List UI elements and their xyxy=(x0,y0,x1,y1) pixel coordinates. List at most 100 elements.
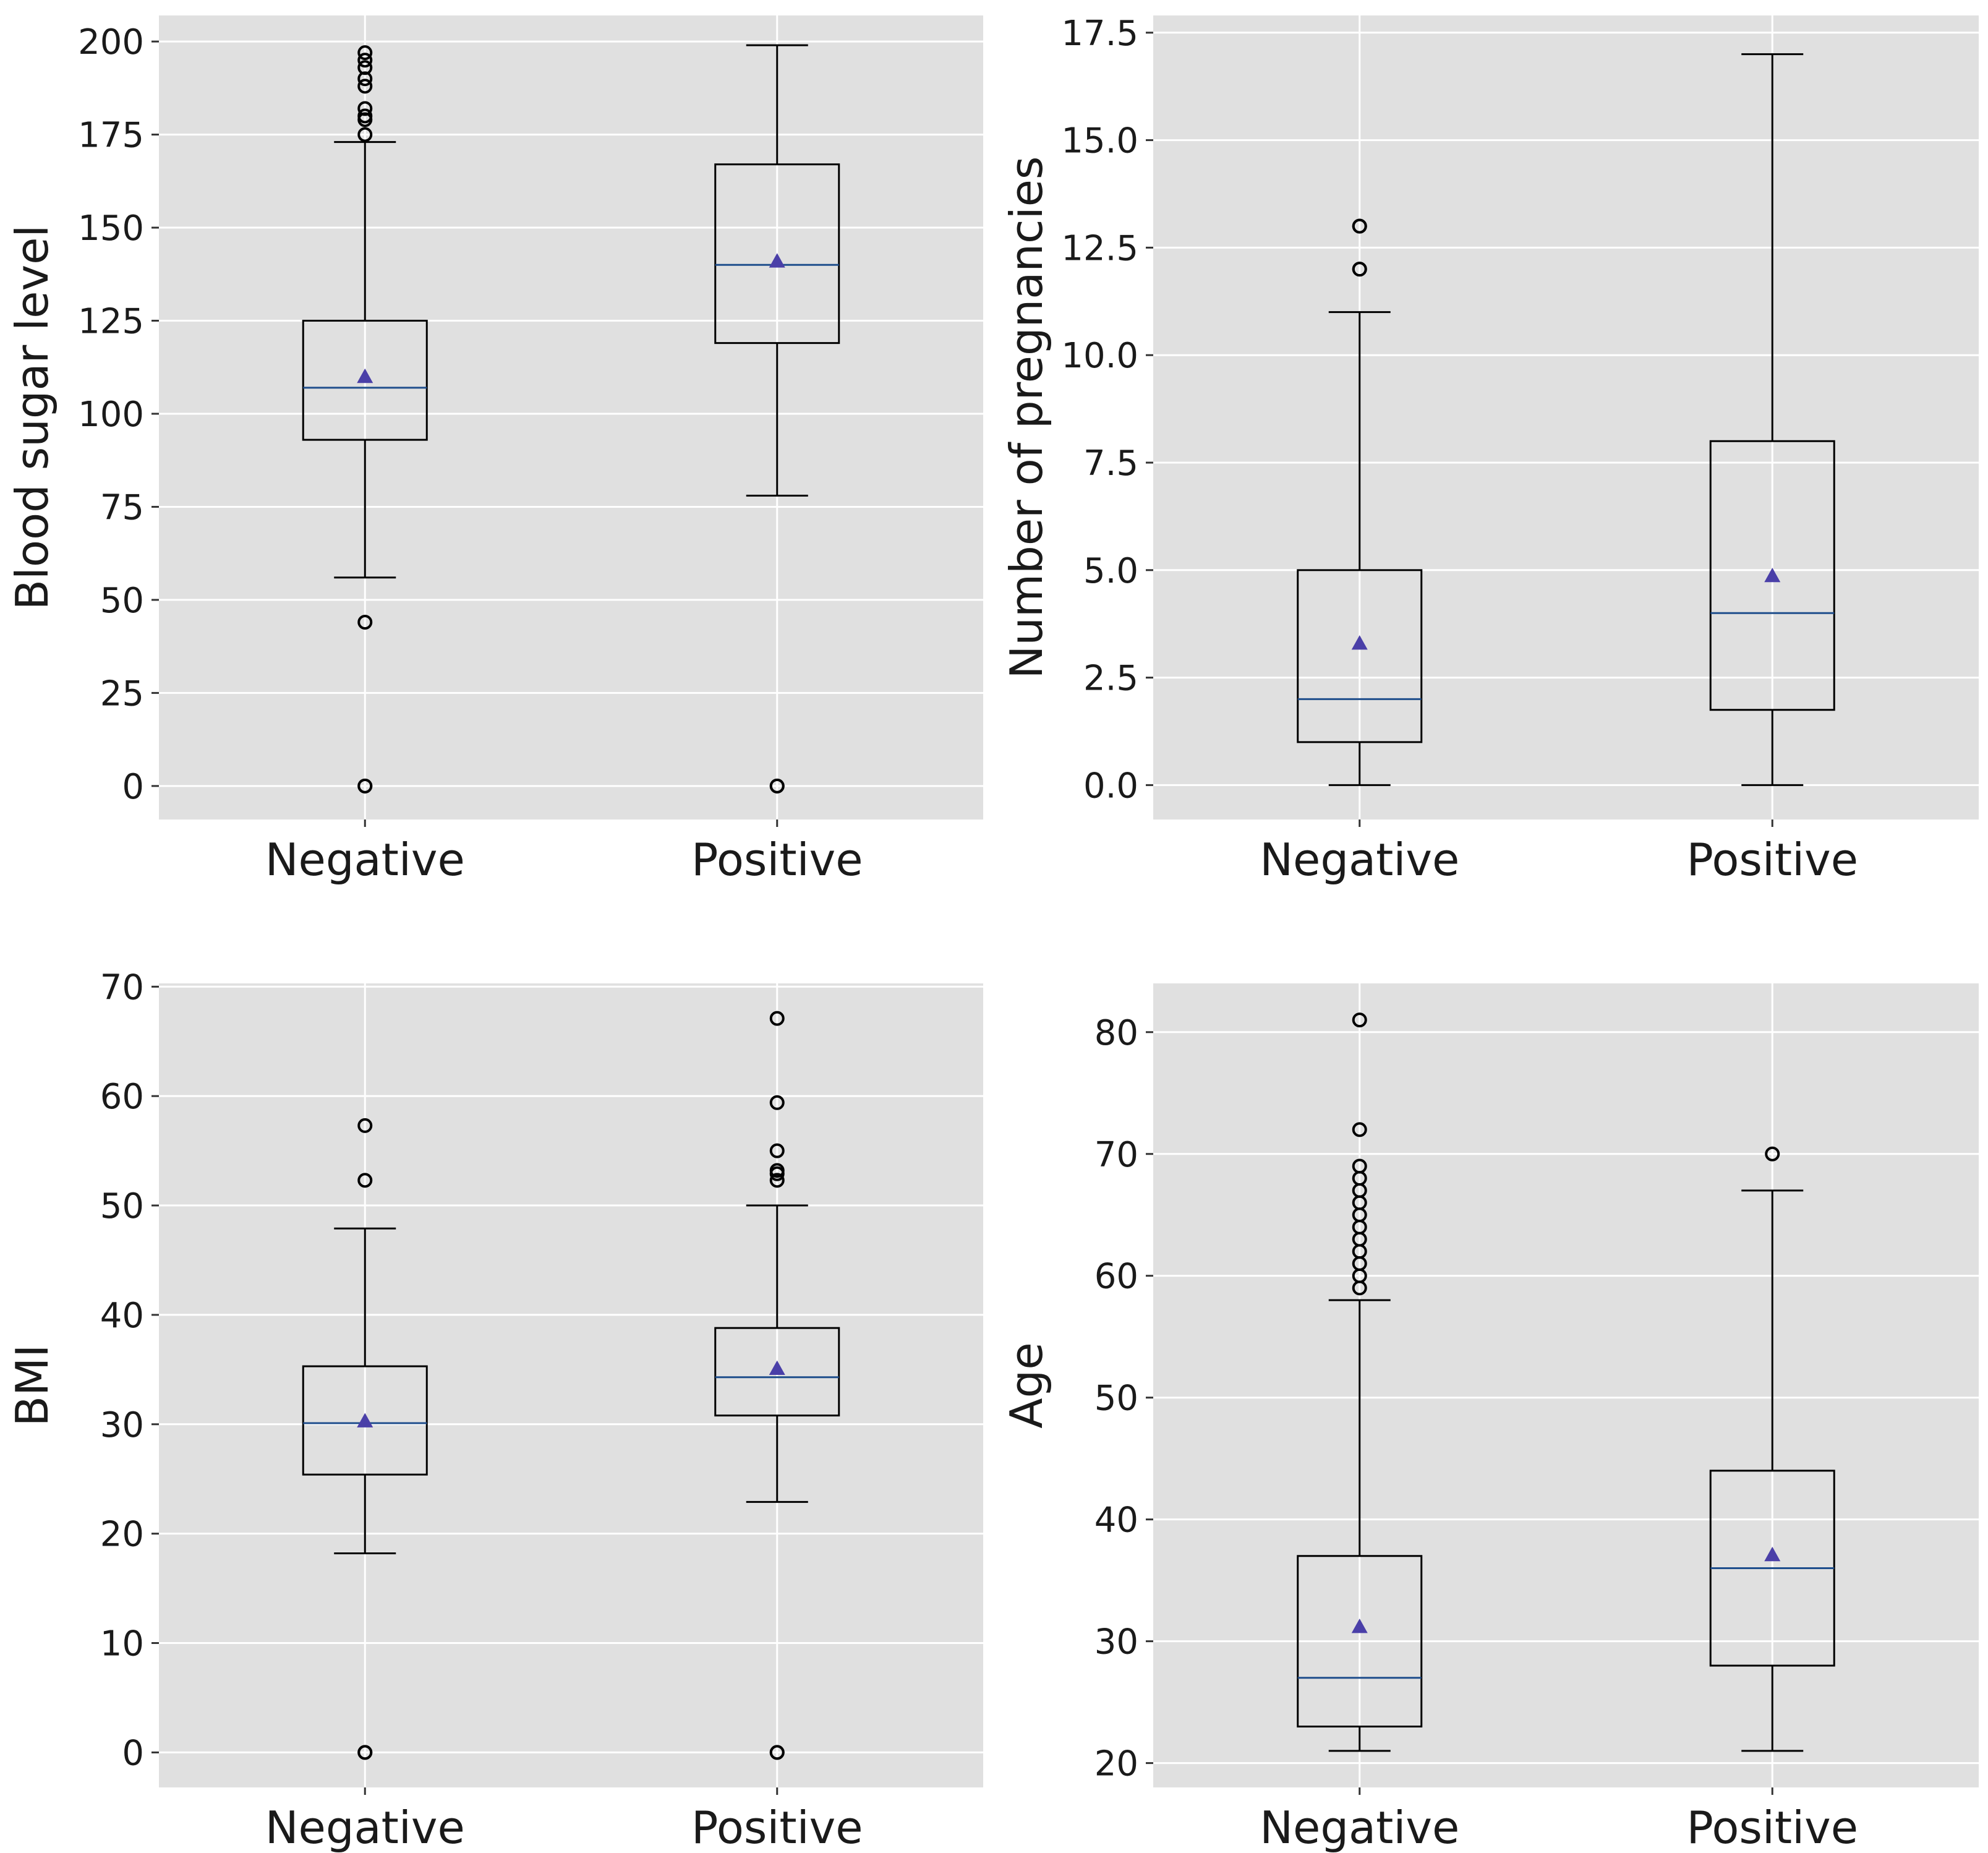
chart-4-negative-outlier xyxy=(1352,1012,1367,1028)
chart-2-positive-box xyxy=(1709,440,1835,711)
chart-3-ylabel: BMI xyxy=(6,1345,58,1427)
chart-1-negative-outlier xyxy=(357,101,373,116)
chart-4-negative-box-group xyxy=(1297,1012,1423,1752)
chart-4-ytick-label: 40 xyxy=(1094,1500,1138,1541)
chart-2-ytick-label: 0.0 xyxy=(1083,766,1138,806)
chart-1-plot-area xyxy=(159,15,983,820)
chart-2-positive-mean-marker xyxy=(1764,567,1781,583)
chart-4-ytick-label: 30 xyxy=(1094,1622,1138,1663)
chart-3-positive-outlier xyxy=(769,1745,785,1760)
chart-3-negative-outlier xyxy=(357,1745,373,1760)
chart-1-ytick-label: 200 xyxy=(78,22,144,62)
chart-3-ytick-label: 20 xyxy=(100,1515,144,1555)
chart-2-ytick-label: 17.5 xyxy=(1061,14,1138,54)
chart-3-positive-mean-marker xyxy=(769,1360,785,1375)
chart-1-negative-outlier xyxy=(357,60,373,75)
chart-2-ytick-label: 5.0 xyxy=(1083,551,1138,591)
chart-1-xtick-label: Positive xyxy=(691,834,863,886)
chart-1-ytick-label: 25 xyxy=(100,674,144,714)
chart-3-negative-outlier xyxy=(357,1173,373,1188)
chart-4-ytick-label: 50 xyxy=(1094,1379,1138,1419)
chart-1-ytick-label: 50 xyxy=(100,581,144,621)
chart-4-positive-mean-marker xyxy=(1764,1546,1781,1562)
chart-2-xtick-label: Negative xyxy=(1260,834,1459,886)
chart-1-negative-box xyxy=(302,320,428,441)
chart-1-positive-outlier xyxy=(769,778,785,794)
chart-2-ylabel: Number of pregnancies xyxy=(1000,156,1052,679)
chart-4-ytick-label: 70 xyxy=(1094,1135,1138,1175)
chart-4-negative-box xyxy=(1297,1555,1423,1728)
chart-2-positive-box-group xyxy=(1709,53,1835,786)
chart-3-positive-box xyxy=(714,1327,840,1417)
chart-3-plot-area xyxy=(159,983,983,1787)
chart-4-ytick-label: 20 xyxy=(1094,1744,1138,1784)
chart-1-negative-outlier xyxy=(357,45,373,61)
chart-1-negative-outlier xyxy=(357,778,373,794)
chart-4-positive-box-group xyxy=(1709,1146,1835,1752)
chart-1-negative-outlier xyxy=(357,108,373,124)
chart-4-negative-outlier xyxy=(1352,1122,1367,1137)
chart-3-positive-outlier xyxy=(769,1173,785,1188)
chart-4-positive-outlier xyxy=(1765,1146,1780,1162)
chart-3-negative-box-group xyxy=(302,1118,428,1760)
chart-1-panel: 0 25 50 75 100 125 150 175 200 Negative Positive Bl… xyxy=(6,15,983,886)
chart-3-ytick-label: 30 xyxy=(100,1405,144,1445)
chart-1-positive-box-group xyxy=(714,44,840,794)
chart-4-ytick-label: 80 xyxy=(1094,1013,1138,1053)
chart-2-negative-outlier xyxy=(1352,218,1367,234)
chart-2-negative-outlier xyxy=(1352,262,1367,277)
chart-4-ylabel: Age xyxy=(1000,1342,1052,1428)
chart-2-ytick-label: 10.0 xyxy=(1061,336,1138,376)
chart-1-ylabel: Blood sugar level xyxy=(6,225,58,610)
chart-3-ytick-label: 10 xyxy=(100,1624,144,1664)
chart-1-negative-box-group xyxy=(302,45,428,794)
chart-3-ytick-label: 60 xyxy=(100,1077,144,1117)
chart-3-negative-mean-marker xyxy=(357,1413,373,1427)
chart-4-xtick-label: Negative xyxy=(1260,1802,1459,1853)
chart-2-xtick-label: Positive xyxy=(1686,834,1858,886)
chart-3-positive-outlier xyxy=(769,1011,785,1026)
chart-4-ytick-label: 60 xyxy=(1094,1257,1138,1297)
chart-3-negative-outlier xyxy=(357,1118,373,1133)
chart-3-ytick-label: 50 xyxy=(100,1186,144,1226)
chart-3-positive-outlier xyxy=(769,1143,785,1158)
chart-1-negative-outlier xyxy=(357,615,373,630)
chart-2-negative-box-group xyxy=(1297,218,1423,786)
chart-3-negative-box xyxy=(302,1365,428,1476)
chart-1-xtick-label: Negative xyxy=(265,834,465,886)
chart-4-negative-mean-marker xyxy=(1351,1619,1368,1633)
chart-3-ytick-label: 40 xyxy=(100,1296,144,1336)
chart-1-ytick-label: 0 xyxy=(122,767,144,807)
chart-2-plot-area xyxy=(1153,15,1979,820)
chart-3-positive-outlier xyxy=(769,1095,785,1110)
chart-1-negative-outlier xyxy=(357,53,373,68)
chart-1-ytick-label: 75 xyxy=(100,487,144,528)
chart-3-positive-box-group xyxy=(714,1011,840,1760)
chart-1-positive-box xyxy=(714,163,840,344)
chart-4-negative-outlier xyxy=(1352,1158,1367,1174)
chart-1-negative-mean-marker xyxy=(357,368,373,383)
chart-3-xtick-label: Positive xyxy=(691,1802,863,1853)
chart-4-panel: 20 30 40 50 60 70 80 Negative Positive Age xyxy=(1000,983,1979,1853)
chart-2-panel: 0.0 2.5 5.0 7.5 10.0 12.5 15.0 17.5 Negative Posi… xyxy=(1000,14,1979,886)
chart-2-ytick-label: 2.5 xyxy=(1083,659,1138,699)
chart-4-plot-area xyxy=(1153,983,1979,1787)
chart-3-xtick-label: Negative xyxy=(265,1802,465,1853)
chart-1-negative-outlier xyxy=(357,79,373,94)
chart-3-ytick-label: 70 xyxy=(100,967,144,1008)
chart-1-negative-outlier xyxy=(357,127,373,142)
chart-2-ytick-label: 7.5 xyxy=(1083,443,1138,484)
chart-1-ytick-label: 100 xyxy=(78,395,144,435)
chart-4-xtick-label: Positive xyxy=(1686,1802,1858,1853)
chart-2-negative-mean-marker xyxy=(1351,635,1368,650)
chart-1-ytick-label: 175 xyxy=(78,116,144,156)
chart-1-ytick-label: 125 xyxy=(78,302,144,342)
chart-3-ytick-label: 0 xyxy=(122,1733,144,1773)
chart-1-positive-mean-marker xyxy=(769,253,785,268)
chart-3-panel: 0 10 20 30 40 50 60 70 Negative Positive BMI xyxy=(6,967,983,1853)
chart-3-positive-outlier xyxy=(769,1163,785,1178)
chart-2-ytick-label: 12.5 xyxy=(1061,228,1138,268)
chart-2-negative-box xyxy=(1297,569,1423,743)
